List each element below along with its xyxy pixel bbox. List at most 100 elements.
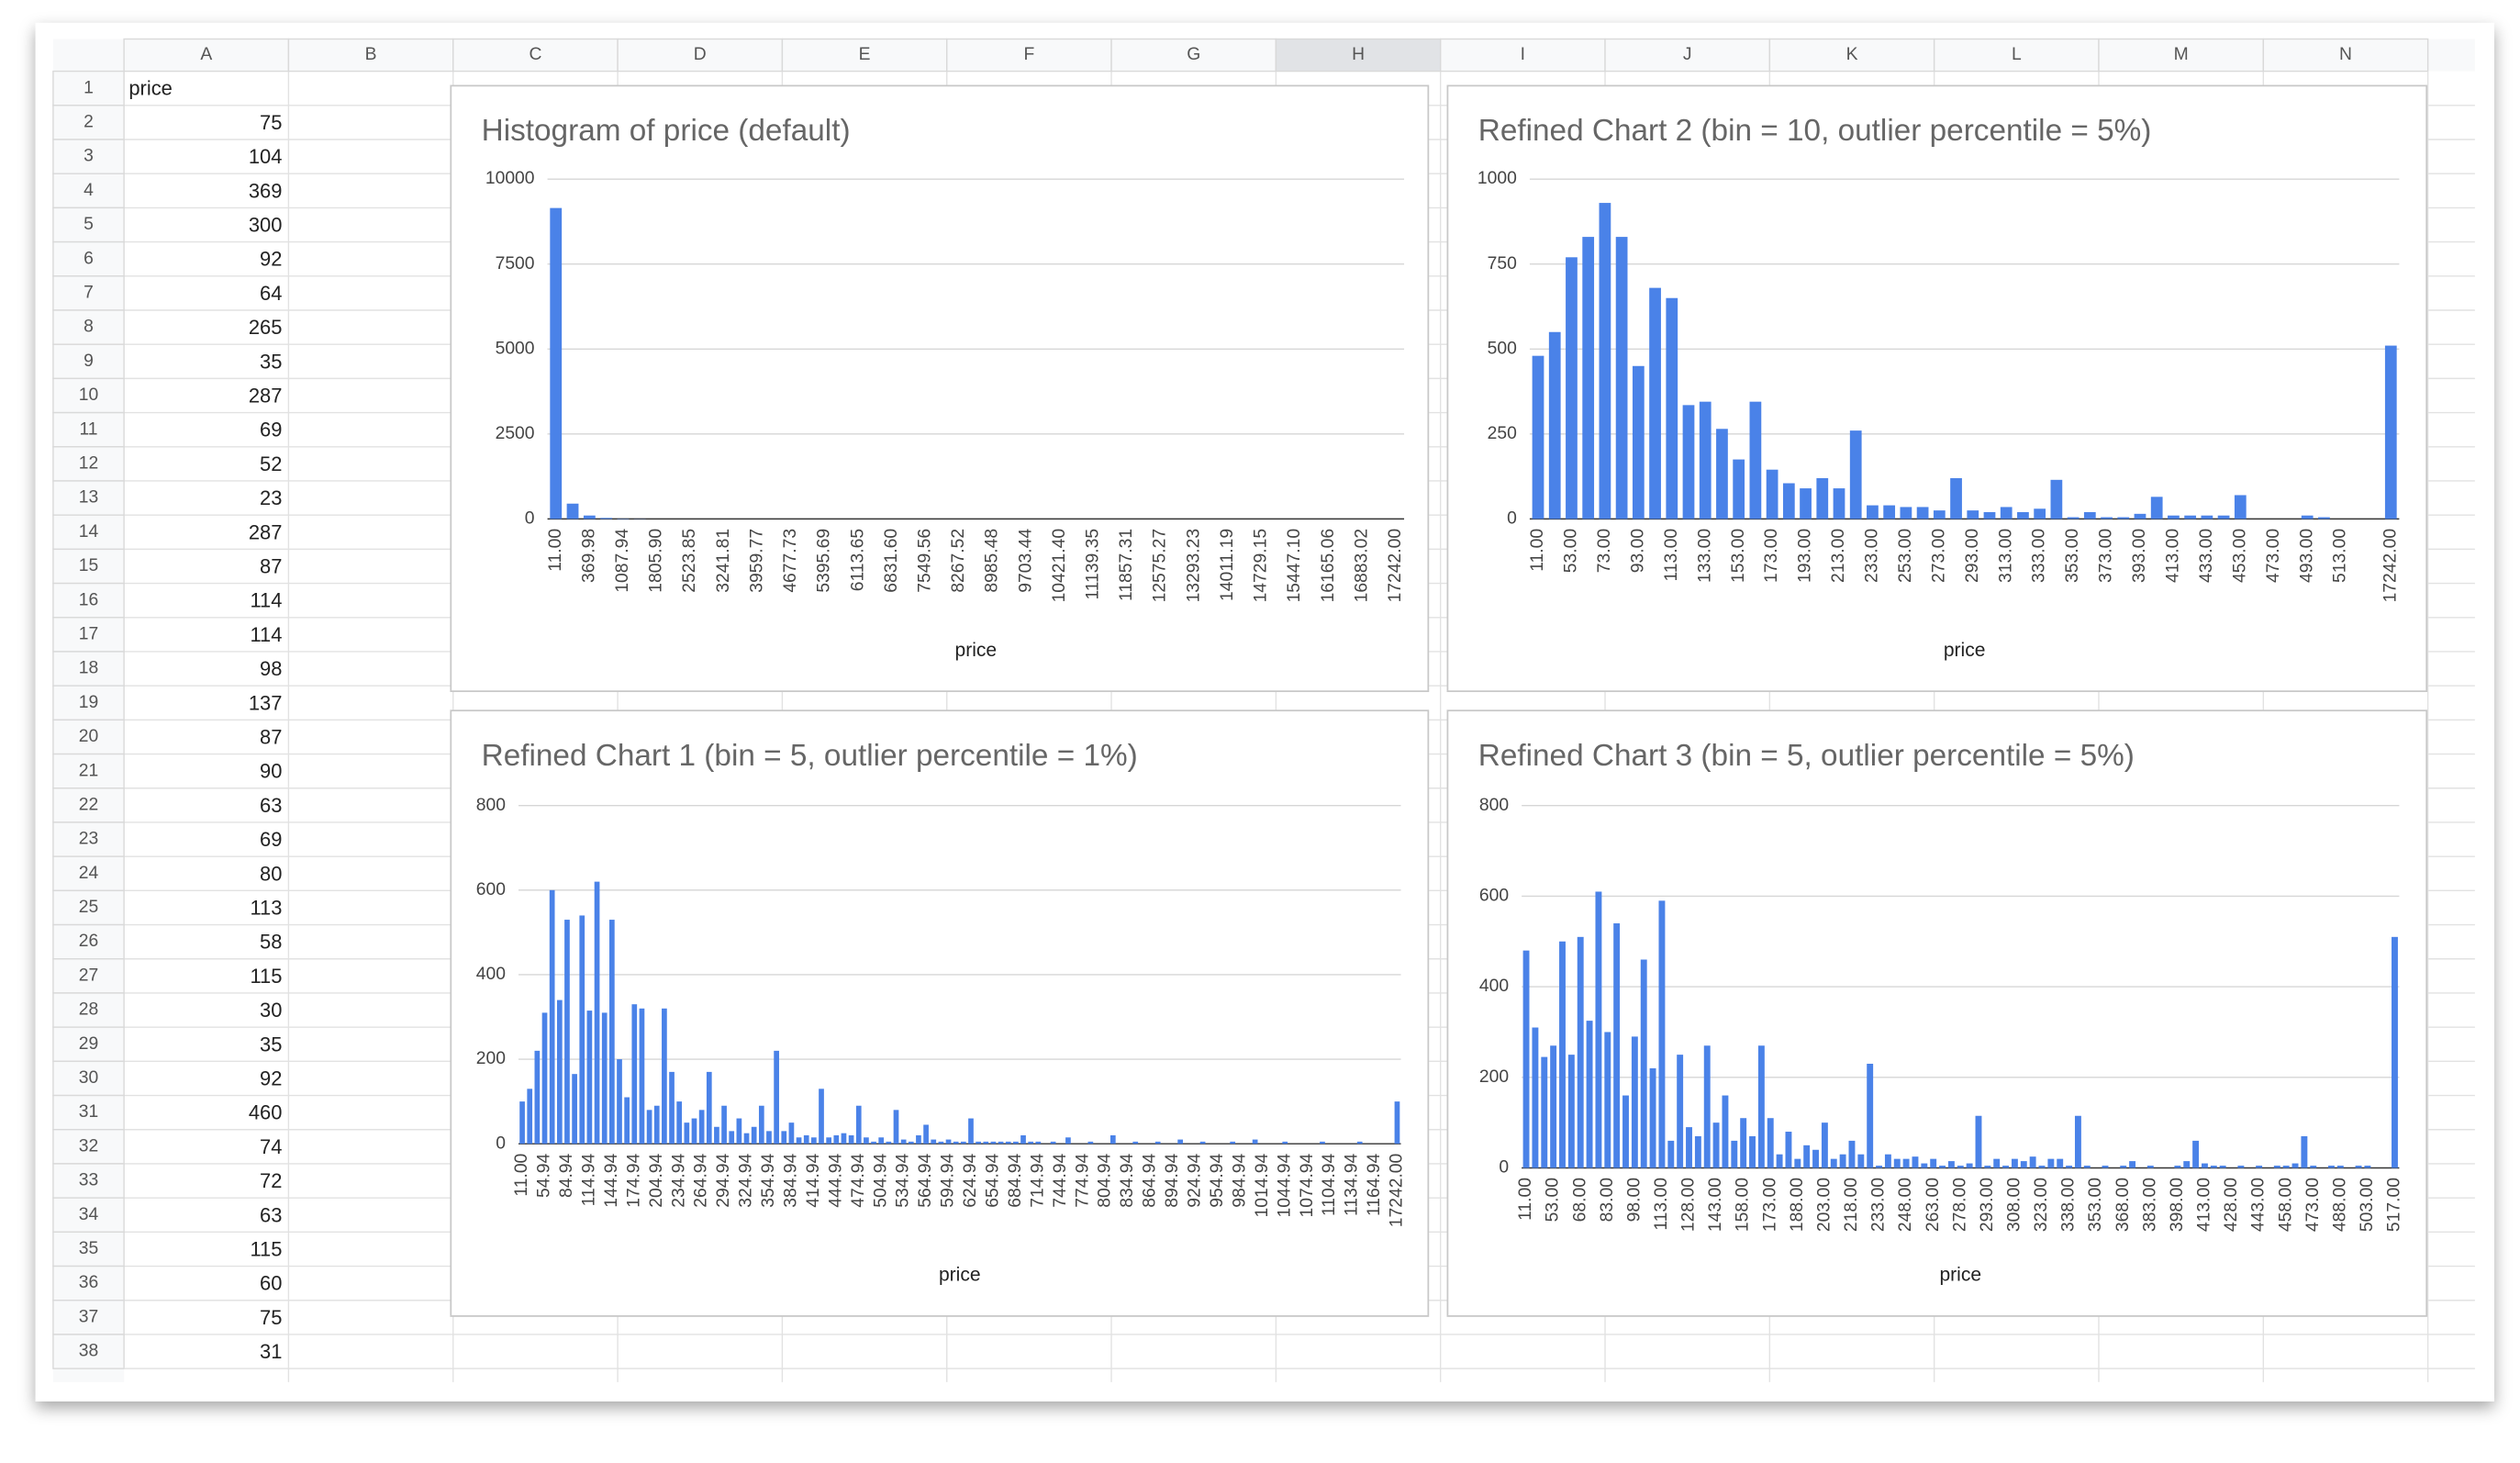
chart[interactable]: Refined Chart 3 (bin = 5, outlier percen… bbox=[1446, 709, 2428, 1317]
row-header[interactable] bbox=[52, 207, 125, 243]
cell[interactable]: 80 bbox=[260, 862, 282, 885]
bar bbox=[1532, 355, 1544, 519]
cell[interactable]: 35 bbox=[260, 350, 282, 373]
bar bbox=[1631, 1036, 1638, 1168]
x-tick-label: 864.94 bbox=[1141, 1153, 1160, 1207]
cell[interactable]: 31 bbox=[260, 1340, 282, 1363]
row-header[interactable] bbox=[52, 1197, 125, 1234]
column-header[interactable] bbox=[2262, 38, 2429, 73]
row-header[interactable] bbox=[52, 173, 125, 209]
row-header[interactable] bbox=[52, 309, 125, 345]
cell[interactable]: 113 bbox=[250, 897, 282, 920]
cell[interactable]: 265 bbox=[249, 316, 283, 339]
bar bbox=[2057, 1158, 2064, 1168]
cell[interactable]: 35 bbox=[260, 1033, 282, 1055]
row-header[interactable] bbox=[52, 1163, 125, 1199]
row-header[interactable] bbox=[52, 753, 125, 789]
chart[interactable]: Refined Chart 1 (bin = 5, outlier percen… bbox=[450, 709, 1430, 1317]
row-header[interactable] bbox=[52, 105, 125, 140]
column-header[interactable] bbox=[781, 38, 948, 73]
cell[interactable]: 287 bbox=[249, 520, 283, 543]
row-header[interactable] bbox=[52, 685, 125, 721]
bar bbox=[864, 1137, 869, 1145]
cell[interactable]: 52 bbox=[260, 452, 282, 475]
column-header[interactable] bbox=[1439, 38, 1606, 73]
cell[interactable]: 115 bbox=[250, 965, 282, 988]
row-header[interactable] bbox=[52, 1026, 125, 1063]
column-header[interactable] bbox=[1110, 38, 1277, 73]
cell[interactable]: 23 bbox=[260, 486, 282, 509]
chart[interactable]: Histogram of price (default) 0 2500 5000 750… bbox=[450, 84, 1430, 693]
row-header[interactable] bbox=[52, 70, 125, 106]
row-header[interactable] bbox=[52, 139, 125, 174]
column-header[interactable] bbox=[1933, 38, 2100, 73]
cell[interactable]: 63 bbox=[260, 1203, 282, 1226]
row-header[interactable] bbox=[52, 548, 125, 585]
row-header[interactable] bbox=[52, 1094, 125, 1131]
charts: Histogram of price (default)025005000750… bbox=[450, 84, 2428, 1317]
column-header-label: I bbox=[1521, 45, 1525, 64]
cell[interactable]: 87 bbox=[260, 555, 282, 578]
column-header[interactable] bbox=[2098, 38, 2265, 73]
cell[interactable]: 60 bbox=[260, 1272, 282, 1295]
cell[interactable]: 69 bbox=[260, 828, 282, 851]
row-header[interactable] bbox=[52, 821, 125, 857]
column-header-label: D bbox=[694, 45, 707, 64]
cell[interactable]: 30 bbox=[260, 999, 282, 1022]
cell[interactable]: 64 bbox=[260, 282, 282, 305]
column-header[interactable] bbox=[452, 38, 619, 73]
x-tick-label: 13293.23 bbox=[1184, 529, 1203, 602]
row-header[interactable] bbox=[52, 1334, 125, 1369]
cell[interactable]: 75 bbox=[260, 111, 282, 134]
cell[interactable]: 72 bbox=[260, 1169, 282, 1192]
row-header[interactable] bbox=[52, 719, 125, 755]
bar bbox=[2310, 1166, 2317, 1168]
row-header[interactable] bbox=[52, 1060, 125, 1097]
cell[interactable]: 114 bbox=[250, 623, 282, 646]
x-tick-label: 594.94 bbox=[939, 1153, 958, 1207]
cell[interactable]: 104 bbox=[249, 145, 283, 168]
row-header[interactable] bbox=[52, 582, 125, 619]
bar bbox=[2318, 517, 2330, 519]
row-header[interactable] bbox=[52, 1231, 125, 1268]
y-tick-label: 800 bbox=[1479, 796, 1509, 815]
cell[interactable]: 114 bbox=[250, 589, 282, 612]
row-header[interactable] bbox=[52, 275, 125, 311]
column-header[interactable] bbox=[287, 38, 454, 73]
column-header[interactable] bbox=[1275, 38, 1442, 73]
cell[interactable]: 369 bbox=[249, 179, 283, 202]
row-header[interactable] bbox=[52, 1265, 125, 1301]
row-header[interactable] bbox=[52, 617, 125, 653]
row-header[interactable] bbox=[52, 446, 125, 482]
row-header[interactable] bbox=[52, 958, 125, 994]
cell[interactable]: 69 bbox=[260, 419, 282, 441]
row-header[interactable] bbox=[52, 240, 125, 277]
cell[interactable]: 92 bbox=[260, 248, 282, 271]
cell[interactable]: 460 bbox=[249, 1101, 283, 1124]
cell[interactable]: 137 bbox=[249, 691, 283, 714]
row-header[interactable] bbox=[52, 923, 125, 960]
chart[interactable]: Refined Chart 2 (bin = 10, outlier perce… bbox=[1446, 84, 2428, 693]
row-header[interactable] bbox=[52, 514, 125, 551]
cell[interactable]: 98 bbox=[260, 657, 282, 680]
row-header[interactable] bbox=[52, 480, 125, 516]
column-header[interactable] bbox=[1768, 38, 1935, 73]
bar bbox=[1615, 237, 1628, 519]
cell[interactable]: 287 bbox=[249, 385, 283, 408]
cell[interactable]: 92 bbox=[260, 1067, 282, 1089]
cell[interactable]: 90 bbox=[260, 760, 282, 783]
cell[interactable]: 58 bbox=[260, 931, 282, 954]
x-tick-label: 1134.94 bbox=[1343, 1153, 1362, 1216]
cell[interactable]: 115 bbox=[250, 1237, 282, 1260]
bar bbox=[1830, 1158, 1837, 1168]
column-header[interactable] bbox=[1604, 38, 1771, 73]
cell[interactable]: 63 bbox=[260, 794, 282, 817]
cell[interactable]: 75 bbox=[260, 1306, 282, 1329]
cell[interactable]: 300 bbox=[249, 214, 283, 237]
cell[interactable]: 87 bbox=[260, 726, 282, 749]
cell[interactable]: 74 bbox=[260, 1135, 282, 1158]
cell[interactable]: price bbox=[128, 77, 173, 100]
row-header[interactable] bbox=[52, 889, 125, 926]
bar bbox=[714, 1126, 719, 1145]
row-header[interactable] bbox=[52, 1300, 125, 1335]
